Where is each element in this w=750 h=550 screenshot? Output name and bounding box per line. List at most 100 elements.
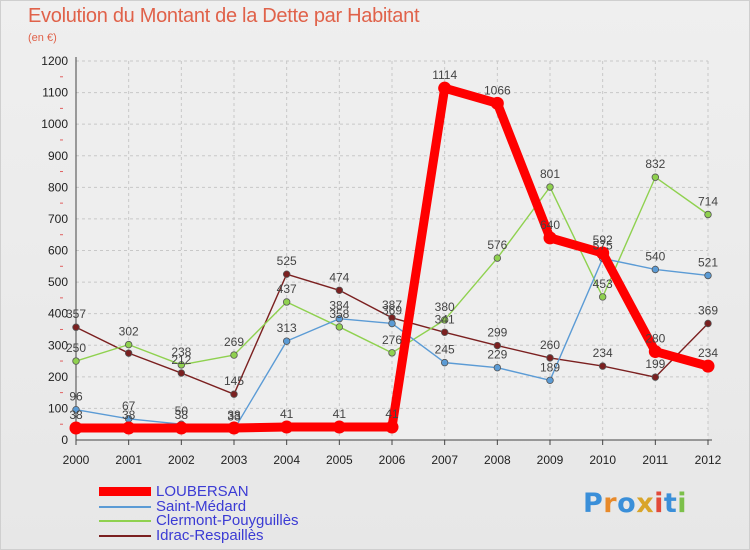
data-label: 50 — [175, 404, 189, 418]
data-label: 357 — [66, 307, 86, 321]
y-tick-label: 200 — [48, 370, 68, 384]
data-point — [388, 349, 396, 357]
data-point — [230, 390, 238, 398]
data-point — [282, 298, 291, 306]
legend-swatch — [99, 505, 151, 508]
data-label: 276 — [382, 333, 402, 347]
legend-swatch — [99, 487, 151, 496]
legend-swatch — [99, 520, 151, 522]
data-label: 199 — [645, 357, 665, 371]
data-point — [388, 319, 396, 328]
data-point — [440, 358, 449, 367]
data-label: 369 — [698, 303, 718, 317]
data-label: 269 — [224, 335, 244, 349]
y-tick-label: 800 — [48, 180, 68, 194]
y-tick-label: 1200 — [41, 54, 68, 68]
data-label: 38 — [175, 408, 189, 422]
data-label: 474 — [329, 270, 349, 284]
data-label: 189 — [540, 360, 560, 374]
y-tick-label: 600 — [48, 244, 68, 258]
data-point — [598, 362, 607, 370]
x-tick-label: 2007 — [431, 453, 458, 467]
logo-letter: t — [663, 488, 678, 519]
y-tick-label: 1100 — [42, 86, 68, 100]
logo-letter: P — [583, 488, 604, 519]
data-label: 453 — [593, 277, 613, 291]
x-tick-label: 2011 — [642, 453, 668, 467]
data-point — [546, 376, 554, 385]
x-tick-label: 2010 — [589, 453, 616, 467]
data-label: 384 — [329, 299, 349, 313]
x-tick-label: 2009 — [537, 453, 564, 467]
data-point — [332, 420, 346, 434]
data-point — [385, 420, 399, 434]
legend-label: Idrac-Respaillès — [156, 526, 264, 544]
data-label: 250 — [66, 341, 86, 355]
data-label: 41 — [385, 407, 399, 421]
data-label: 229 — [487, 348, 507, 362]
data-label: 33 — [227, 410, 241, 424]
data-point — [124, 349, 133, 357]
data-label: 380 — [435, 300, 455, 314]
data-label: 280 — [645, 332, 665, 346]
logo-letter: r — [603, 488, 618, 519]
data-point — [122, 421, 136, 435]
data-label: 38 — [122, 408, 136, 422]
data-point — [651, 265, 660, 274]
data-point — [651, 173, 660, 181]
y-tick-label: 500 — [48, 275, 68, 289]
x-tick-label: 2005 — [326, 453, 353, 467]
data-point — [493, 254, 502, 262]
data-point — [440, 316, 449, 324]
data-label: 714 — [698, 194, 718, 208]
data-point — [648, 345, 662, 359]
data-point — [227, 421, 241, 435]
unit-label: (en €) — [28, 32, 57, 44]
data-label: 1114 — [432, 68, 457, 82]
y-tick-label: 100 — [48, 401, 68, 415]
data-label: 437 — [277, 282, 297, 296]
logo-letter: i — [677, 488, 688, 519]
y-tick-label: 1000 — [41, 117, 68, 131]
data-point — [598, 293, 607, 301]
legend-label: LOUBERSAN — [156, 483, 249, 500]
data-label: 234 — [593, 346, 613, 360]
data-label: 41 — [280, 407, 294, 421]
data-label: 540 — [645, 249, 665, 263]
data-label: 521 — [698, 255, 718, 269]
data-point — [651, 373, 660, 381]
data-label: 358 — [329, 307, 349, 321]
data-point — [177, 369, 186, 377]
logo-letter: i — [654, 488, 664, 519]
x-tick-label: 2012 — [695, 453, 722, 467]
data-point — [72, 405, 80, 414]
data-point — [124, 340, 133, 349]
data-label: 96 — [69, 390, 83, 404]
data-label: 238 — [171, 345, 191, 359]
data-point — [701, 359, 715, 373]
legend-swatch — [99, 534, 151, 537]
proxiti-logo: Proxiti — [583, 488, 687, 519]
data-label: 387 — [382, 298, 402, 312]
data-point — [543, 231, 557, 245]
data-point — [704, 319, 712, 328]
data-label: 41 — [333, 407, 347, 421]
data-point — [438, 81, 452, 95]
data-label: 575 — [593, 238, 613, 252]
data-point — [335, 315, 344, 323]
x-tick-label: 2000 — [63, 453, 90, 467]
data-point — [335, 323, 344, 331]
data-point — [282, 270, 291, 278]
data-label: 260 — [540, 338, 560, 352]
data-label: 640 — [540, 218, 560, 232]
data-point — [546, 354, 554, 362]
logo-letter: x — [636, 488, 655, 519]
x-tick-label: 2006 — [379, 453, 406, 467]
data-label: 832 — [645, 157, 665, 171]
data-label: 525 — [277, 254, 297, 268]
data-point — [174, 421, 188, 435]
data-point — [493, 341, 502, 350]
data-label: 341 — [435, 312, 455, 326]
y-tick-label: 0 — [61, 433, 68, 447]
